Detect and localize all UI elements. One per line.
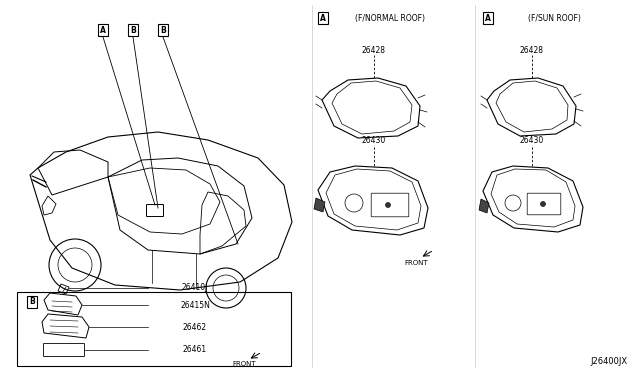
Text: 26415N: 26415N — [180, 301, 210, 310]
Text: B: B — [160, 26, 166, 35]
Text: (F/NORMAL ROOF): (F/NORMAL ROOF) — [355, 13, 425, 22]
Text: FRONT: FRONT — [232, 361, 256, 367]
Text: B: B — [130, 26, 136, 35]
Text: 26430: 26430 — [362, 135, 386, 144]
Text: 26410J: 26410J — [182, 283, 208, 292]
Text: 26462: 26462 — [183, 323, 207, 331]
Text: A: A — [100, 26, 106, 35]
Text: B: B — [29, 298, 35, 307]
Text: 26461: 26461 — [183, 346, 207, 355]
Text: A: A — [320, 13, 326, 22]
Circle shape — [385, 202, 390, 208]
Text: FRONT: FRONT — [404, 260, 428, 266]
Text: A: A — [485, 13, 491, 22]
Text: J26400JX: J26400JX — [591, 357, 628, 366]
Text: 26428: 26428 — [520, 45, 544, 55]
Polygon shape — [479, 199, 489, 213]
Text: (F/SUN ROOF): (F/SUN ROOF) — [527, 13, 580, 22]
Text: 26428: 26428 — [362, 45, 386, 55]
Circle shape — [541, 202, 545, 206]
Polygon shape — [314, 198, 325, 212]
Text: 26430: 26430 — [520, 135, 544, 144]
